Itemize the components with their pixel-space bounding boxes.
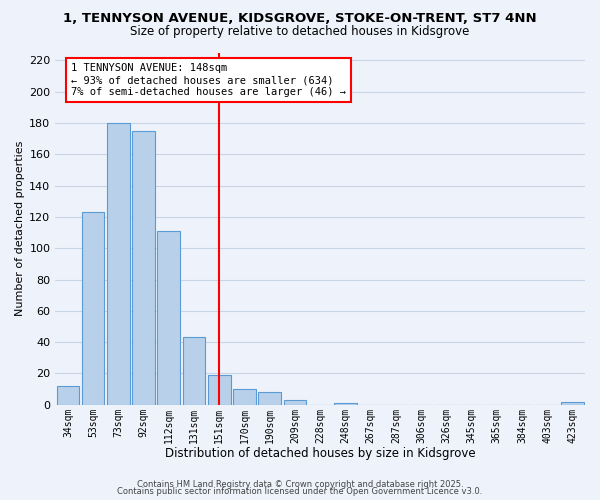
Bar bbox=[561, 402, 584, 405]
Text: Contains public sector information licensed under the Open Government Licence v3: Contains public sector information licen… bbox=[118, 488, 482, 496]
Text: Size of property relative to detached houses in Kidsgrove: Size of property relative to detached ho… bbox=[130, 25, 470, 38]
Bar bbox=[208, 375, 230, 405]
Bar bbox=[259, 392, 281, 405]
Bar bbox=[233, 389, 256, 405]
Bar bbox=[157, 231, 180, 405]
Bar bbox=[182, 338, 205, 405]
Bar bbox=[284, 400, 306, 405]
Text: 1 TENNYSON AVENUE: 148sqm
← 93% of detached houses are smaller (634)
7% of semi-: 1 TENNYSON AVENUE: 148sqm ← 93% of detac… bbox=[71, 64, 346, 96]
Text: Contains HM Land Registry data © Crown copyright and database right 2025.: Contains HM Land Registry data © Crown c… bbox=[137, 480, 463, 489]
Bar bbox=[334, 403, 357, 405]
Bar bbox=[56, 386, 79, 405]
Bar bbox=[132, 131, 155, 405]
Text: 1, TENNYSON AVENUE, KIDSGROVE, STOKE-ON-TRENT, ST7 4NN: 1, TENNYSON AVENUE, KIDSGROVE, STOKE-ON-… bbox=[63, 12, 537, 26]
Bar bbox=[107, 123, 130, 405]
X-axis label: Distribution of detached houses by size in Kidsgrove: Distribution of detached houses by size … bbox=[165, 447, 475, 460]
Y-axis label: Number of detached properties: Number of detached properties bbox=[15, 141, 25, 316]
Bar bbox=[82, 212, 104, 405]
